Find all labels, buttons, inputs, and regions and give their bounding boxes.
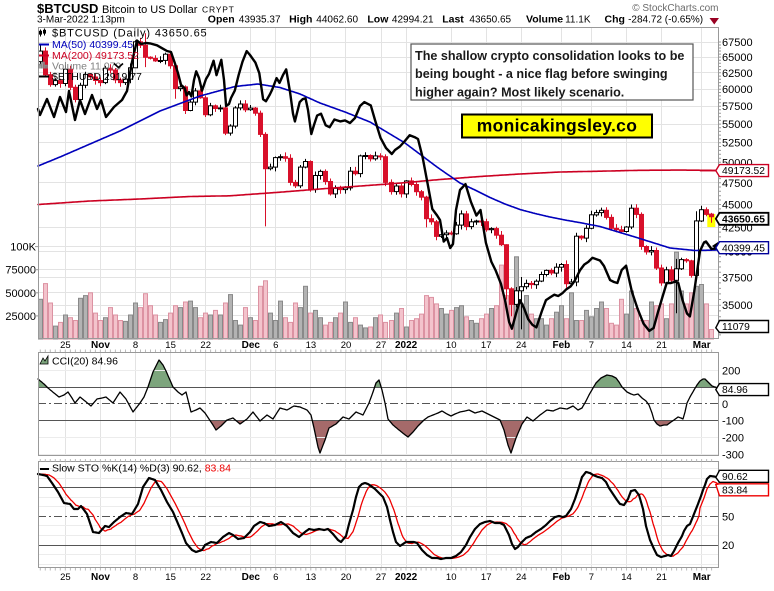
svg-text:Nov: Nov: [91, 572, 110, 583]
svg-text:MA(200) 49173.52: MA(200) 49173.52: [52, 50, 139, 62]
svg-text:50000: 50000: [5, 288, 36, 300]
svg-text:$BTCUSD (Daily) 43650.65: $BTCUSD (Daily) 43650.65: [52, 28, 208, 40]
svg-text:83.84: 83.84: [722, 485, 748, 496]
svg-text:-200: -200: [722, 433, 744, 445]
svg-text:6: 6: [273, 340, 278, 351]
svg-text:60000: 60000: [722, 84, 753, 96]
svg-text:20: 20: [722, 540, 734, 552]
svg-text:25000: 25000: [5, 311, 36, 323]
svg-text:$BTCUSD: $BTCUSD: [37, 1, 98, 16]
svg-text:Feb: Feb: [553, 572, 571, 583]
svg-text:Nov: Nov: [91, 340, 110, 351]
svg-text:25: 25: [60, 572, 71, 583]
svg-text:-284.72 (-0.65%): -284.72 (-0.65%): [628, 15, 703, 26]
svg-text:-300: -300: [722, 449, 744, 461]
svg-text:42994.21: 42994.21: [392, 15, 434, 26]
svg-text:43650.65: 43650.65: [722, 214, 765, 225]
svg-text:17: 17: [481, 340, 492, 351]
svg-text:15: 15: [165, 340, 176, 351]
svg-text:20: 20: [341, 572, 352, 583]
svg-text:13: 13: [306, 572, 317, 583]
svg-text:43650.65: 43650.65: [469, 15, 511, 26]
svg-text:Last: Last: [442, 14, 464, 26]
svg-text:65000: 65000: [722, 52, 753, 64]
svg-text:22: 22: [200, 340, 211, 351]
svg-text:11.1K: 11.1K: [565, 15, 591, 26]
svg-text:Volume: Volume: [526, 14, 563, 26]
svg-text:57500: 57500: [722, 101, 753, 113]
svg-text:27: 27: [376, 340, 387, 351]
svg-text:15: 15: [165, 572, 176, 583]
svg-text:8: 8: [133, 340, 138, 351]
svg-text:75000: 75000: [5, 265, 36, 277]
svg-text:2022: 2022: [395, 572, 418, 583]
svg-text:13: 13: [306, 340, 317, 351]
svg-text:11079: 11079: [722, 322, 750, 333]
svg-text:2022: 2022: [395, 340, 418, 351]
svg-text:10: 10: [446, 340, 457, 351]
svg-text:55000: 55000: [722, 119, 753, 131]
svg-text:© StockCharts.com: © StockCharts.com: [632, 3, 718, 14]
svg-text:45000: 45000: [722, 200, 753, 212]
svg-text:Bitcoin to US Dollar: Bitcoin to US Dollar: [102, 4, 198, 16]
svg-text:44062.60: 44062.60: [316, 15, 358, 26]
svg-text:0: 0: [722, 399, 728, 411]
svg-text:25: 25: [60, 340, 71, 351]
svg-text:27: 27: [376, 572, 387, 583]
svg-text:CRYPT: CRYPT: [202, 5, 235, 15]
svg-text:3-Mar-2022 1:13pm: 3-Mar-2022 1:13pm: [37, 15, 125, 26]
svg-text:47500: 47500: [722, 178, 753, 190]
svg-text:High: High: [289, 14, 312, 26]
svg-text:62500: 62500: [722, 68, 753, 80]
svg-text:17: 17: [481, 572, 492, 583]
svg-text:Dec: Dec: [242, 572, 261, 583]
svg-text:MA(50) 40399.45: MA(50) 40399.45: [52, 39, 133, 51]
svg-text:50: 50: [722, 511, 734, 523]
svg-text:Open: Open: [208, 14, 235, 26]
svg-text:-100: -100: [722, 416, 744, 428]
svg-text:35000: 35000: [722, 300, 753, 312]
svg-text:200: 200: [722, 365, 740, 377]
svg-text:CCI(20) 84.96: CCI(20) 84.96: [52, 356, 118, 368]
svg-text:8: 8: [133, 572, 138, 583]
svg-text:52500: 52500: [722, 138, 753, 150]
svg-text:20: 20: [341, 340, 352, 351]
svg-text:49173.52: 49173.52: [722, 166, 765, 177]
svg-text:37500: 37500: [722, 273, 753, 285]
svg-text:7: 7: [589, 572, 594, 583]
svg-text:higher again? Most likely scen: higher again? Most likely scenario.: [415, 85, 624, 99]
svg-text:84.96: 84.96: [722, 385, 748, 396]
svg-text:90.62: 90.62: [722, 472, 748, 483]
svg-text:14: 14: [621, 572, 632, 583]
svg-text:Mar: Mar: [693, 340, 711, 351]
svg-text:40399.45: 40399.45: [722, 243, 765, 254]
svg-text:24: 24: [516, 572, 527, 583]
svg-text:7: 7: [589, 340, 594, 351]
svg-text:The shallow crypto consolidati: The shallow crypto consolidation looks t…: [415, 49, 684, 63]
svg-text:21: 21: [656, 340, 667, 351]
svg-text:21: 21: [656, 572, 667, 583]
svg-text:Mar: Mar: [693, 572, 711, 583]
svg-text:22: 22: [200, 572, 211, 583]
svg-text:Volume 11,079: Volume 11,079: [52, 61, 121, 73]
svg-text:67500: 67500: [722, 37, 753, 49]
svg-text:Feb: Feb: [553, 340, 571, 351]
svg-text:24: 24: [516, 340, 527, 351]
svg-text:6: 6: [273, 572, 278, 583]
svg-text:being bought - a nice flag bef: being bought - a nice flag before swingi…: [415, 67, 668, 81]
svg-text:Slow STO %K(14) %D(3) 90.62, 8: Slow STO %K(14) %D(3) 90.62, 83.84: [52, 463, 231, 475]
svg-text:43935.37: 43935.37: [239, 15, 281, 26]
svg-text:Chg: Chg: [605, 14, 625, 26]
svg-text:10: 10: [446, 572, 457, 583]
svg-text:$ETHUSD 2919.77: $ETHUSD 2919.77: [52, 71, 142, 83]
svg-text:14: 14: [621, 340, 632, 351]
svg-text:Low: Low: [367, 14, 389, 26]
svg-text:Dec: Dec: [242, 340, 261, 351]
svg-text:monicakingsley.co: monicakingsley.co: [477, 116, 637, 136]
svg-text:100K: 100K: [10, 242, 36, 254]
